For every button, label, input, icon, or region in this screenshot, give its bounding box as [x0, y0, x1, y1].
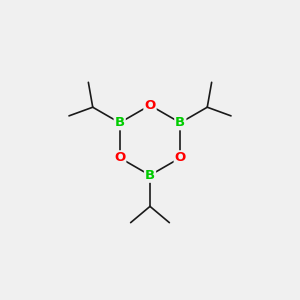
Text: O: O: [175, 151, 186, 164]
Text: B: B: [115, 116, 125, 129]
Text: O: O: [144, 99, 156, 112]
Text: B: B: [145, 169, 155, 182]
Text: B: B: [175, 116, 185, 129]
Text: O: O: [114, 151, 125, 164]
